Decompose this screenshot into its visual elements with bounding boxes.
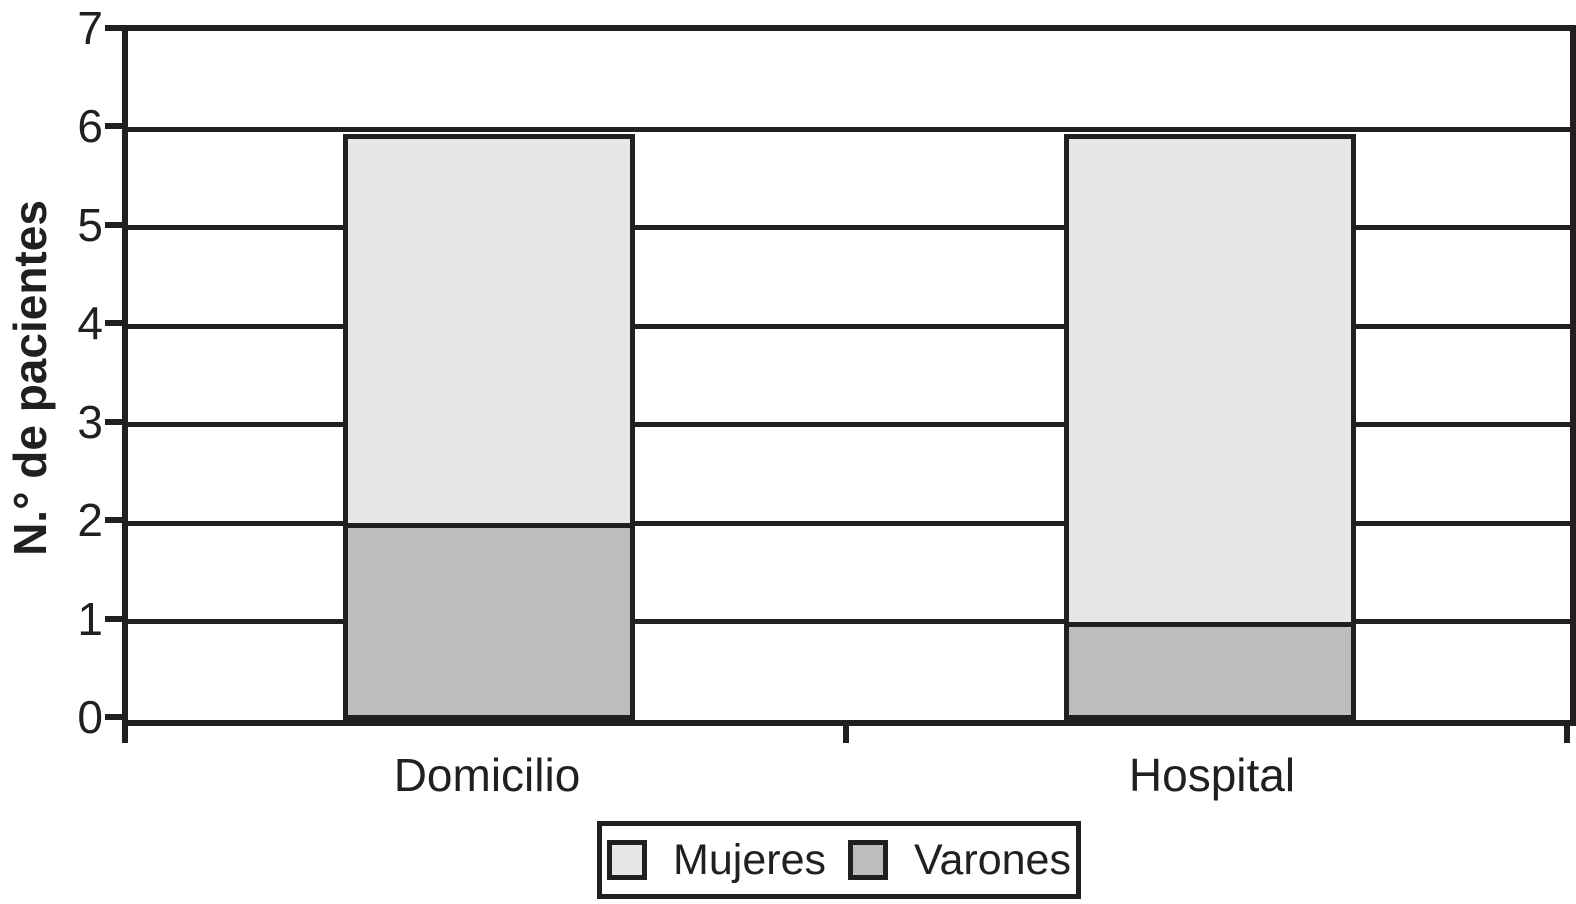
y-tick-label-4: 4 (77, 297, 103, 350)
y-tick-label-6: 6 (77, 100, 103, 153)
y-tick-label-2: 2 (77, 494, 103, 547)
bar-segment-varones-domicilio (342, 523, 635, 720)
gridline-y-5 (128, 225, 1570, 231)
x-category-label-domicilio: Domicilio (393, 749, 581, 801)
y-tick-5 (105, 221, 122, 228)
y-tick-label-5: 5 (77, 198, 103, 251)
bar-segment-mujeres-domicilio (342, 134, 635, 529)
gridline-y-4 (128, 323, 1570, 329)
legend-item-varones: Varones (847, 835, 1071, 885)
legend: Mujeres Varones (597, 821, 1081, 899)
y-tick-label-1: 1 (77, 592, 103, 645)
gridline-y-1 (128, 619, 1570, 625)
y-tick-6 (105, 123, 122, 130)
x-tick-2 (1564, 726, 1570, 743)
y-tick-label-7: 7 (77, 2, 103, 54)
y-tick-0 (105, 714, 122, 720)
legend-label-varones: Varones (913, 835, 1071, 884)
bar-domicilio (342, 134, 635, 720)
y-tick-4 (105, 320, 122, 327)
y-tick-label-3: 3 (77, 395, 103, 448)
legend-swatch-varones-icon (847, 840, 888, 880)
legend-label-mujeres: Mujeres (673, 835, 826, 884)
plot-area (122, 25, 1576, 726)
bar-hospital (1063, 134, 1356, 720)
x-tick-0 (122, 726, 128, 743)
legend-item-mujeres: Mujeres (607, 836, 826, 885)
bar-segment-mujeres-hospital (1063, 134, 1356, 627)
y-tick-7 (105, 25, 122, 31)
y-tick-3 (105, 418, 122, 425)
bar-segment-varones-hospital (1063, 621, 1356, 720)
gridline-y-6 (128, 126, 1570, 132)
y-tick-label-0: 0 (77, 691, 103, 743)
gridline-y-2 (128, 520, 1570, 526)
legend-swatch-mujeres-icon (607, 840, 648, 880)
gridline-y-3 (128, 422, 1570, 428)
x-category-label-hospital: Hospital (1128, 749, 1296, 801)
x-tick-1 (843, 726, 849, 743)
y-tick-2 (105, 517, 122, 524)
y-tick-1 (105, 615, 122, 622)
